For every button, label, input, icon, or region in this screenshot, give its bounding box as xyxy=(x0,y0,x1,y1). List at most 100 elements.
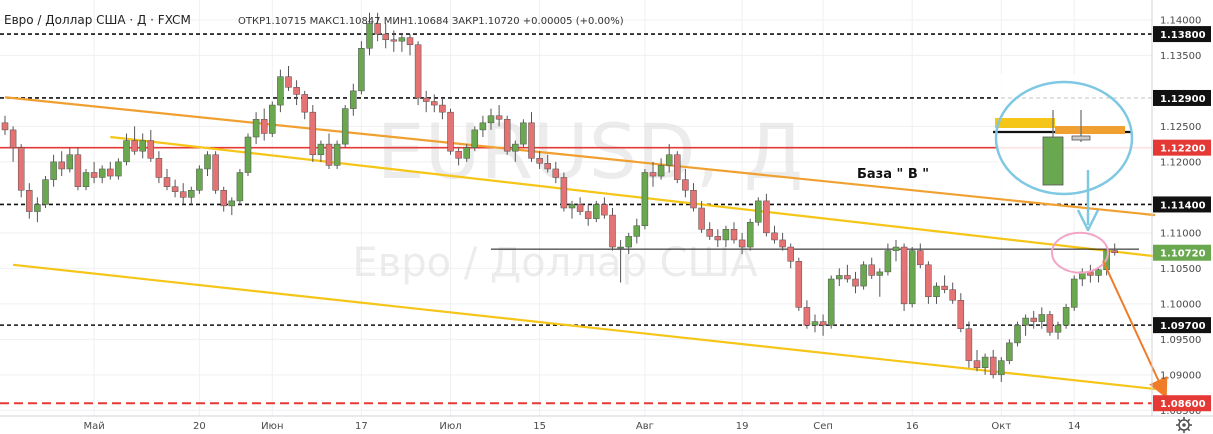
time-axis[interactable]: Май 20 Июн 17 Июл 15 Авг 19 Сеп 16 Окт 14 xyxy=(83,421,1080,432)
time-tick-label: Июн xyxy=(261,421,283,432)
candle-body xyxy=(852,278,859,287)
candle xyxy=(941,275,948,294)
candle-body xyxy=(876,271,884,276)
level-label-bg xyxy=(1153,139,1211,156)
price-tick-label: 1.13500 xyxy=(1160,51,1201,62)
zoom-inset xyxy=(993,74,1154,196)
candle-body xyxy=(917,250,924,266)
candle xyxy=(755,197,762,226)
candle-body xyxy=(179,191,187,198)
ohlc-readout: ОТКР1.10715 МАКС1.10847 МИН1.10684 ЗАКР1… xyxy=(238,16,624,27)
zoom-inset-band-a xyxy=(995,118,1055,128)
settings-gear-icon[interactable] xyxy=(1176,417,1192,433)
candle xyxy=(795,257,803,311)
candle-body xyxy=(1111,250,1118,253)
candle xyxy=(657,158,665,180)
candle-body xyxy=(285,76,292,88)
candle-body xyxy=(1054,324,1062,333)
candle-body xyxy=(609,214,616,248)
candle-body xyxy=(196,168,203,191)
candle-body xyxy=(98,168,106,178)
level-label-text: 1.10720 xyxy=(1160,249,1206,260)
level-label-text: 1.09700 xyxy=(1160,321,1206,332)
candle-body xyxy=(698,207,705,230)
candle xyxy=(252,112,260,145)
candle-body xyxy=(787,246,794,262)
candle-body xyxy=(957,300,965,329)
candle xyxy=(771,225,778,244)
candle xyxy=(358,41,365,95)
candle xyxy=(706,222,713,240)
price-axis[interactable]: 1.14000 1.13500 1.12500 1.12000 1.11000 1.105… xyxy=(1160,15,1201,416)
candle xyxy=(398,34,406,52)
candle-body xyxy=(746,221,754,248)
candle-body xyxy=(123,140,130,163)
candle-body xyxy=(633,225,641,237)
candle xyxy=(876,268,884,297)
candle-body xyxy=(139,140,146,152)
level-label-text: 1.13800 xyxy=(1160,30,1206,41)
candle xyxy=(1054,321,1062,340)
candle-body xyxy=(495,115,503,120)
candle xyxy=(463,144,470,162)
candle-body xyxy=(665,154,673,166)
candle xyxy=(1038,307,1046,329)
candle-body xyxy=(763,200,770,234)
candle-body xyxy=(844,275,851,280)
candle-body xyxy=(325,143,333,166)
candle xyxy=(1006,339,1013,365)
candle-body xyxy=(884,250,892,273)
candle xyxy=(981,353,989,375)
candle xyxy=(350,83,357,116)
candle-body xyxy=(341,108,349,145)
candle xyxy=(779,232,786,251)
time-tick-label: Июл xyxy=(439,421,461,432)
candle xyxy=(803,300,811,329)
candle-body xyxy=(58,161,65,170)
time-tick-label: 19 xyxy=(736,421,749,432)
candle xyxy=(957,293,965,333)
candle xyxy=(90,161,98,184)
candle-body xyxy=(1062,307,1070,326)
candle xyxy=(406,34,414,56)
candle xyxy=(917,243,924,269)
zoom-inset-candle-2 xyxy=(1071,135,1091,141)
candle-body xyxy=(657,165,665,177)
candle-body xyxy=(868,264,875,276)
candle-body xyxy=(584,211,592,219)
candle xyxy=(746,218,754,251)
candle-body xyxy=(998,360,1005,376)
trendline-lower-yellow xyxy=(12,263,1156,391)
current-price-label-bg xyxy=(1153,244,1211,261)
candle-body xyxy=(26,190,33,212)
candle xyxy=(341,105,349,148)
candle-body xyxy=(220,190,227,207)
candle-body xyxy=(471,129,479,148)
candle-body xyxy=(819,321,827,326)
candle-body xyxy=(560,177,568,209)
zoom-ellipse-blue xyxy=(994,80,1134,196)
candle-body xyxy=(544,163,551,170)
candle xyxy=(82,168,90,191)
price-level-labels: 1.13800 1.12900 1.12200 1.11400 1.10720 1.097… xyxy=(1153,26,1211,412)
price-tick-label: 1.08500 xyxy=(1160,406,1201,417)
candle xyxy=(568,200,576,219)
candle xyxy=(811,314,819,333)
candle-body xyxy=(212,154,219,191)
price-tick-label: 1.09500 xyxy=(1160,335,1201,346)
candle xyxy=(690,183,697,212)
candle xyxy=(576,197,584,216)
price-tick-label: 1.10000 xyxy=(1160,299,1201,310)
candle-body xyxy=(625,236,632,248)
candle-body xyxy=(722,229,730,241)
candle xyxy=(115,158,122,180)
candle-body xyxy=(34,204,41,212)
candle-body xyxy=(755,200,762,223)
candle-body xyxy=(301,94,308,113)
symbol-title[interactable]: Евро / Доллар США · Д · FXCM xyxy=(4,13,191,27)
candle xyxy=(309,105,317,162)
time-tick-label: 16 xyxy=(906,421,919,432)
candle-body xyxy=(188,190,195,198)
candle xyxy=(34,197,41,223)
